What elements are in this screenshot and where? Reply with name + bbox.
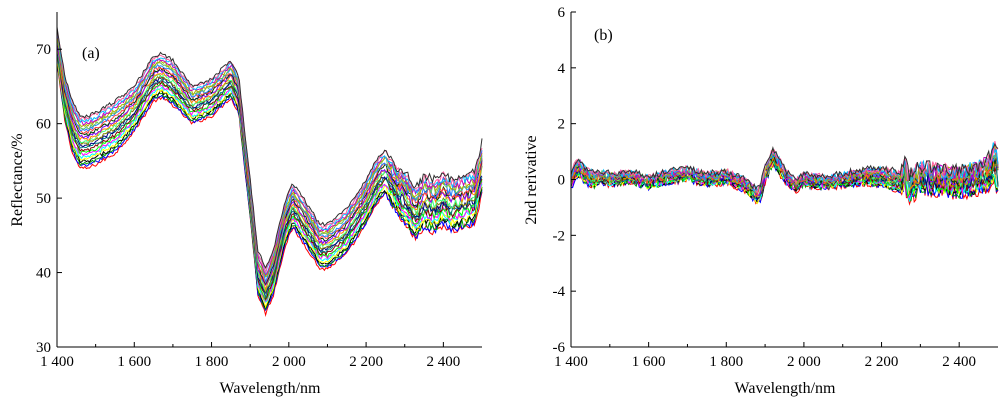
panel-b-label: (b) (594, 27, 613, 44)
panel-a-series-line (56, 33, 483, 277)
panel-a-label: (a) (82, 45, 100, 62)
panel-a-x-axis-label: Wavelength/nm (220, 380, 321, 397)
panel-b-y-tick-label: -2 (553, 228, 566, 244)
panel-b-series-group (570, 141, 999, 206)
panel-a-y-axis-label: Reflectance/% (9, 133, 26, 226)
panel-b-y-tick-label: -6 (553, 340, 566, 356)
panel-b-x-axis-label: Wavelength/nm (735, 380, 836, 397)
panel-b-series-line (570, 142, 999, 194)
panel-a-axes: 1 400 1 600 1 800 2 000 2 200 2 400 30 40 50 60 70 (36, 12, 482, 370)
panel-a-y-tick-label: 30 (36, 340, 51, 356)
panel-a-series-line (56, 30, 483, 274)
panel-b-y-tick-label: 0 (558, 173, 566, 189)
panel-b-x-tick-label: 2 000 (787, 354, 821, 370)
panel-a-series-group (56, 26, 483, 317)
panel-b-x-tick-label: 1 400 (554, 354, 588, 370)
panel-a-series-line (56, 53, 483, 302)
panel-a-series-line (56, 40, 483, 285)
panel-b-series-line (570, 142, 999, 191)
panel-b-y-tick-label: 4 (558, 61, 566, 77)
panel-a-y-tick-label: 60 (36, 117, 51, 133)
panel-a-x-tick-label: 2 400 (426, 354, 460, 370)
panel-a-series-line (56, 63, 483, 317)
panel-a-y-tick-label: 50 (36, 191, 51, 207)
panel-b-x-tick-label: 2 200 (865, 354, 899, 370)
panel-b-y-axis-label: 2nd rerivative (523, 135, 540, 224)
panel-a-x-tick-label: 1 600 (117, 354, 151, 370)
panel-b-x-tick-label: 1 600 (632, 354, 666, 370)
panel-a-series-line (56, 39, 483, 284)
panel-a-x-tick-label: 2 000 (272, 354, 306, 370)
panel-a-reflectance-chart: (a) Wavelength/nm Reflectance/% 1 400 1 6… (9, 12, 483, 397)
panel-b-axes: 1 400 1 600 1 800 2 000 2 200 2 400 -6 -4 -2 0 2 4 6 (553, 5, 998, 370)
panel-a-series-line (56, 37, 483, 284)
panel-a-series-line (56, 47, 483, 294)
panel-a-y-tick-label: 40 (36, 266, 51, 282)
panel-a-x-tick-label: 1 400 (40, 354, 74, 370)
panel-a-x-tick-label: 2 200 (349, 354, 383, 370)
panel-a-series-line (56, 26, 483, 269)
panel-a-series-line (56, 35, 483, 278)
panel-a-series-line (56, 42, 483, 286)
panel-a-series-line (56, 32, 483, 276)
panel-a-series-line (56, 44, 483, 292)
panel-b-y-tick-label: 6 (558, 5, 566, 21)
panel-b-y-tick-label: 2 (558, 117, 566, 133)
panel-a-series-line (56, 28, 483, 273)
panel-a-y-tick-label: 70 (36, 42, 51, 58)
panel-b-x-tick-label: 2 400 (942, 354, 976, 370)
panel-a-x-tick-label: 1 800 (195, 354, 229, 370)
panel-b-second-derivative-chart: (b) Wavelength/nm 2nd rerivative 1 400 1 … (523, 5, 999, 397)
panel-b-y-tick-label: -4 (553, 284, 566, 300)
panel-b-x-tick-label: 1 800 (709, 354, 743, 370)
panel-a-series-line (56, 46, 483, 295)
panel-a-series-line (56, 58, 483, 310)
panel-a-series-line (56, 46, 483, 293)
